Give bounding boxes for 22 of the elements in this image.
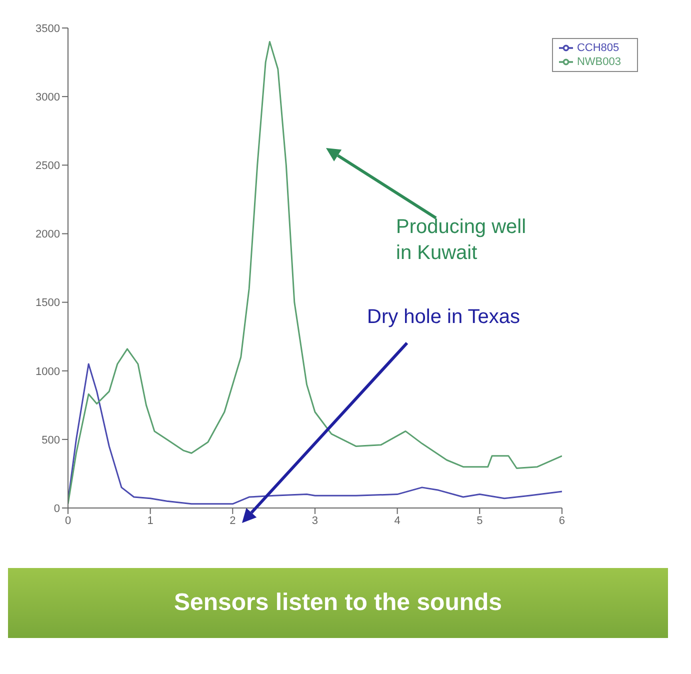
x-tick-label: 5 [476,514,483,527]
annotation: Dry hole in Texas [367,306,520,328]
x-tick-label: 4 [394,514,400,527]
y-tick-label: 3500 [36,22,60,35]
x-tick-label: 0 [64,514,72,527]
legend-label: CCH805 [576,42,620,54]
x-tick-label: 1 [147,514,154,527]
line-series [68,363,562,505]
annotation: Producing well in Kuwait [396,216,526,264]
y-tick-label: 2000 [36,228,60,241]
line-series [68,40,562,505]
legend-label: NWB003 [576,56,621,68]
y-tick-label: 1500 [36,297,60,310]
x-tick-label: 3 [312,514,318,527]
y-tick-label: 1000 [36,366,60,378]
y-tick-label: 3000 [36,91,60,104]
y-tick-label: 500 [42,434,60,446]
x-tick-label: 6 [558,514,566,527]
y-tick-label: 0 [54,502,60,515]
text: Sensors listen to the sounds [8,568,668,638]
x-tick-label: 2 [230,514,236,527]
y-tick-label: 2500 [36,160,60,172]
